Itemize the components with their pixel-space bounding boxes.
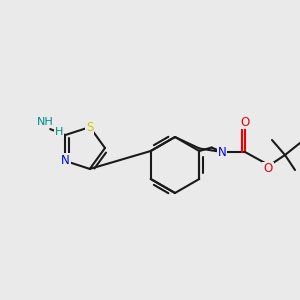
- Text: NH: NH: [37, 117, 54, 127]
- Text: N: N: [61, 154, 70, 167]
- Text: S: S: [86, 121, 94, 134]
- Text: O: O: [263, 163, 273, 176]
- Text: O: O: [240, 116, 250, 128]
- Text: N: N: [218, 146, 226, 158]
- Text: H: H: [55, 127, 63, 137]
